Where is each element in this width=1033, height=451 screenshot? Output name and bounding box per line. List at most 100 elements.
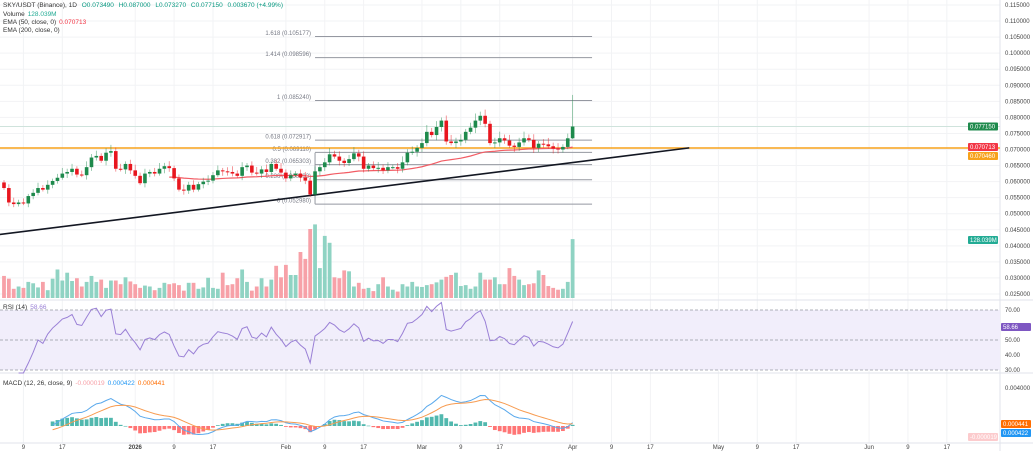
- ema50-label: EMA (50, close, 0): [3, 19, 57, 26]
- candle-body: [259, 169, 264, 174]
- volume-bar: [400, 284, 405, 298]
- time-axis-label: 9: [610, 445, 614, 451]
- volume-bar: [381, 277, 385, 298]
- candle-body: [425, 131, 429, 144]
- volume-bar: [327, 242, 332, 298]
- time-axis-label: 9: [459, 445, 463, 451]
- rsi-legend[interactable]: RSI (14) 58.66: [3, 304, 49, 311]
- candle-body: [376, 167, 381, 169]
- rsi-axis-label: 30.00: [1005, 368, 1021, 374]
- volume-bar: [264, 286, 269, 298]
- macd-value: 0.000422: [107, 380, 135, 387]
- candle-body: [254, 172, 259, 174]
- candle-body: [327, 154, 332, 163]
- volume-bar: [522, 285, 526, 298]
- price-axis-label: 0.090000: [1005, 83, 1031, 89]
- volume-bar: [536, 270, 541, 298]
- macd-histogram-bar: [395, 426, 400, 430]
- volume-bar: [439, 279, 444, 298]
- macd-histogram-bar: [361, 424, 366, 426]
- rsi-axis-label: 70.00: [1005, 308, 1021, 314]
- volume-bar: [313, 224, 317, 298]
- candle-body: [182, 189, 186, 191]
- time-axis-label: 17: [59, 445, 66, 451]
- volume-legend[interactable]: Volume 128.039M: [3, 11, 60, 18]
- price-axis-label: 0.100000: [1005, 51, 1031, 57]
- macd-label: MACD (12, 26, close, 9): [3, 380, 73, 387]
- macd-histogram-bar: [254, 423, 259, 426]
- volume-bar: [84, 281, 89, 298]
- macd-histogram-bar: [454, 423, 458, 426]
- volume-tag: 128.039M: [970, 238, 997, 244]
- volume-bar: [147, 286, 152, 298]
- volume-bar: [70, 280, 74, 298]
- volume-bar: [123, 277, 128, 298]
- macd-histogram-bar: [94, 417, 99, 426]
- macd-histogram-bar: [225, 423, 230, 426]
- volume-bar: [488, 279, 492, 298]
- candle-body: [220, 170, 225, 172]
- price-axis-label: 0.035000: [1005, 260, 1031, 266]
- candle-body: [551, 146, 555, 149]
- volume-bar: [303, 258, 308, 298]
- candle-body: [206, 180, 210, 182]
- candle-body: [148, 171, 152, 174]
- ema50-value: 0.070713: [59, 19, 87, 26]
- candle-body: [429, 131, 434, 136]
- volume-bar: [570, 239, 575, 298]
- volume-bar: [526, 284, 531, 298]
- volume-bar: [21, 287, 26, 298]
- volume-bar: [347, 271, 351, 298]
- macd-histogram-bar: [541, 426, 546, 432]
- candle-body: [444, 120, 449, 142]
- macd-histogram-bar: [50, 421, 55, 426]
- macd-histogram-bar: [536, 426, 541, 433]
- price-axis-label: 0.105000: [1005, 35, 1031, 41]
- candle-body: [138, 175, 142, 184]
- candle-body: [434, 127, 439, 136]
- volume-bar: [152, 290, 157, 298]
- candle-body: [410, 151, 415, 153]
- macd-histogram-bar: [502, 426, 507, 433]
- macd-histogram-bar: [376, 426, 381, 429]
- volume-bar: [463, 285, 468, 298]
- candle-body: [89, 157, 94, 168]
- candle-body: [288, 175, 293, 179]
- volume-bar: [230, 284, 235, 298]
- volume-bar: [235, 278, 240, 298]
- ema200-label: EMA (200, close, 0): [3, 27, 60, 34]
- volume-bar: [332, 277, 337, 298]
- volume-bar: [308, 229, 313, 298]
- candle-body: [235, 173, 240, 176]
- rsi-label: RSI (14): [3, 304, 28, 311]
- candle-body: [298, 173, 303, 178]
- candle-body: [109, 151, 113, 153]
- candle-body: [94, 155, 99, 158]
- volume-bar: [424, 285, 429, 298]
- price-axis-label: 0.080000: [1005, 115, 1031, 121]
- candle-body: [118, 168, 123, 170]
- time-axis-label: Feb: [281, 445, 292, 451]
- price-axis-label: 0.060000: [1005, 180, 1031, 186]
- ema50-price-tag: 0.070713: [970, 145, 996, 151]
- macd-histogram-bar: [322, 424, 327, 426]
- macd-legend[interactable]: MACD (12, 26, close, 9) -0.000019 0.000422…: [3, 380, 168, 387]
- volume-bar: [356, 282, 361, 298]
- macd-hist-tag: -0.000019: [970, 435, 998, 441]
- volume-bar: [75, 278, 79, 298]
- macd-histogram-bar: [191, 426, 196, 435]
- candle-body: [274, 163, 278, 169]
- candle-body: [284, 172, 288, 179]
- volume-bar: [11, 288, 16, 298]
- rsi-axis-label: 40.00: [1005, 353, 1021, 359]
- ema50-legend[interactable]: EMA (50, close, 0) 0.070713: [3, 19, 89, 26]
- candle-body: [361, 156, 366, 169]
- volume-bar: [2, 275, 6, 298]
- rsi-tag: 58.66: [1003, 325, 1019, 331]
- price-axis-label: 0.055000: [1005, 196, 1031, 202]
- ema200-legend[interactable]: EMA (200, close, 0): [3, 27, 63, 34]
- candle-body: [556, 148, 560, 150]
- candle-body: [536, 143, 541, 148]
- macd-histogram-bar: [143, 426, 147, 434]
